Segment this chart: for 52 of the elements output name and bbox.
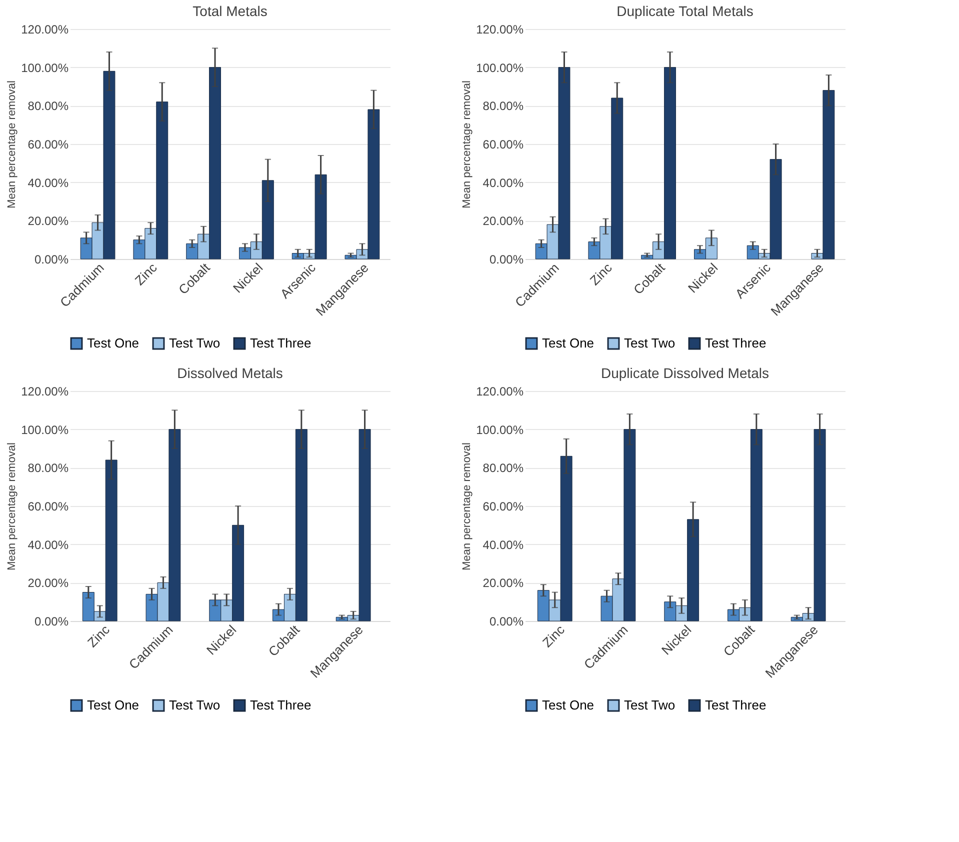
chart-title: Dissolved Metals (177, 365, 283, 381)
y-tick-label: 80.00% (28, 99, 69, 114)
legend-label: Test Two (169, 336, 220, 351)
y-tick-label: 0.00% (34, 614, 69, 628)
y-tick-label: 60.00% (482, 500, 524, 514)
y-axis-title: Mean percentage removal (6, 80, 18, 208)
legend-label: Test Three (705, 336, 766, 351)
y-tick-label: 60.00% (28, 138, 69, 152)
y-tick-label: 40.00% (28, 176, 69, 190)
y-tick-label: 20.00% (28, 214, 69, 228)
y-tick-label: 20.00% (28, 576, 69, 590)
y-tick-label: 100.00% (21, 422, 69, 437)
y-tick-label: 40.00% (482, 176, 524, 190)
legend-label: Test Three (250, 336, 312, 351)
x-tick-label: Zinc (586, 260, 616, 288)
legend-label: Test One (542, 698, 594, 713)
y-tick-label: 100.00% (21, 60, 69, 75)
y-axis-title: Mean percentage removal (461, 80, 474, 208)
y-tick-label: 20.00% (482, 214, 524, 228)
x-tick-label: Zinc (84, 622, 113, 650)
chart-title: Duplicate Dissolved Metals (600, 365, 770, 381)
y-tick-label: 60.00% (482, 138, 524, 152)
x-tick-label: Zinc (539, 622, 568, 650)
legend-label: Test One (87, 336, 140, 351)
legend-label: Test Three (250, 698, 312, 713)
y-tick-label: 120.00% (476, 22, 524, 36)
y-axis-title: Mean percentage removal (6, 442, 18, 570)
y-tick-label: 40.00% (482, 538, 524, 552)
x-tick-label: Zinc (132, 260, 160, 288)
y-tick-label: 20.00% (482, 576, 524, 590)
legend-label: Test Two (624, 336, 676, 351)
y-tick-label: 80.00% (482, 99, 524, 114)
y-tick-label: 0.00% (489, 614, 524, 628)
y-tick-label: 0.00% (489, 252, 524, 266)
y-tick-label: 120.00% (21, 384, 69, 398)
y-axis-title: Mean percentage removal (461, 442, 474, 570)
y-tick-label: 40.00% (28, 538, 69, 552)
y-tick-label: 120.00% (21, 22, 69, 36)
legend-label: Test One (542, 336, 594, 351)
y-tick-label: 80.00% (482, 461, 524, 476)
y-tick-label: 120.00% (476, 384, 524, 398)
chart-title: Total Metals (192, 3, 268, 19)
legend-label: Test One (87, 698, 140, 713)
chart-title: Duplicate Total Metals (616, 3, 754, 19)
y-tick-label: 60.00% (28, 500, 69, 514)
y-tick-label: 0.00% (34, 252, 69, 266)
legend-label: Test Three (705, 698, 766, 713)
y-tick-label: 100.00% (476, 422, 524, 437)
y-tick-label: 100.00% (476, 60, 524, 75)
legend-label: Test Two (169, 698, 220, 713)
legend-label: Test Two (624, 698, 676, 713)
y-tick-label: 80.00% (28, 461, 69, 476)
